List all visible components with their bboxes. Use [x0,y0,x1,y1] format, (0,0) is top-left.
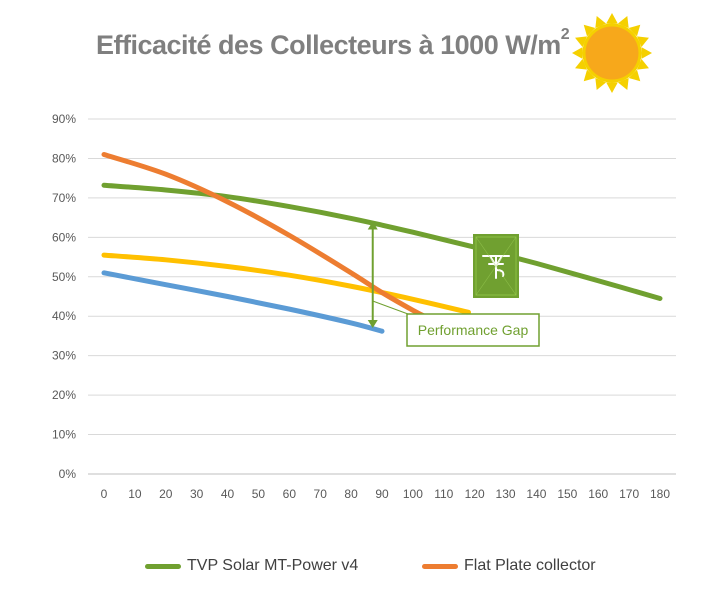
sun-ray [595,16,607,29]
series-line-3 [101,252,471,315]
sun-ray [617,77,629,90]
series-line-2 [101,152,431,321]
y-tick-label: 60% [52,230,76,244]
y-tick-label: 80% [52,151,76,165]
sun-ray [636,36,649,48]
series-line-4 [101,270,385,334]
sun-ray [572,47,583,59]
chart-title: Efficacité des Collecteurs à 1000 W/m2 [96,26,570,60]
x-tick-label: 180 [650,487,670,501]
x-tick-label: 130 [496,487,516,501]
sun-ray [636,58,649,70]
series-line-1 [101,182,663,301]
x-tick-label: 110 [434,487,453,501]
legend: TVP Solar MT-Power v4 Flat Plate collect… [0,557,719,581]
gap-label-box [406,313,540,347]
legend-item-flat-plate: Flat Plate collector [422,557,596,575]
x-tick-label: 40 [221,487,235,501]
gap-leader-line [372,300,409,315]
sun-ray [583,24,596,37]
x-tick-label: 140 [526,487,546,501]
legend-swatch [422,563,458,569]
sun-ray [641,47,652,59]
gap-arrow-head-bottom [367,320,378,329]
sun-ray [606,13,618,24]
y-tick-label: 0% [59,467,77,481]
sun-ray [595,77,607,90]
x-tick-label: 80 [344,487,358,501]
sun-icon [572,13,652,93]
x-tick-label: 90 [375,487,389,501]
x-tick-label: 150 [557,487,577,501]
sun-ray [628,24,641,37]
x-tick-label: 160 [588,487,608,501]
x-tick-label: 10 [128,487,142,501]
x-tick-label: 50 [252,487,266,501]
x-tick-label: 20 [159,487,173,501]
y-tick-label: 70% [52,191,76,205]
gap-label: Performance Gap [418,322,529,338]
x-tick-label: 0 [101,487,108,501]
legend-label: TVP Solar MT-Power v4 [187,557,359,574]
tvp-solar-logo [473,234,519,298]
gap-arrow-head-top [367,221,378,230]
x-tick-label: 170 [619,487,639,501]
x-tick-label: 70 [314,487,328,501]
y-tick-label: 40% [52,309,76,323]
x-tick-label: 120 [465,487,485,501]
x-tick-label: 30 [190,487,204,501]
y-tick-label: 10% [52,428,76,442]
sun-ray [583,69,596,82]
x-tick-label: 60 [283,487,297,501]
sun-ray [606,82,618,93]
legend-label: Flat Plate collector [464,557,596,574]
y-tick-label: 90% [52,112,76,126]
y-tick-label: 50% [52,270,76,284]
y-tick-label: 20% [52,388,76,402]
legend-swatch [145,563,181,569]
sun-ray [575,36,588,48]
sun-ray [617,16,629,29]
x-tick-label: 100 [403,487,423,501]
y-tick-label: 30% [52,349,76,363]
sun-ray [575,58,588,70]
legend-item-tvp: TVP Solar MT-Power v4 [145,557,358,575]
sun-ray [628,69,641,82]
